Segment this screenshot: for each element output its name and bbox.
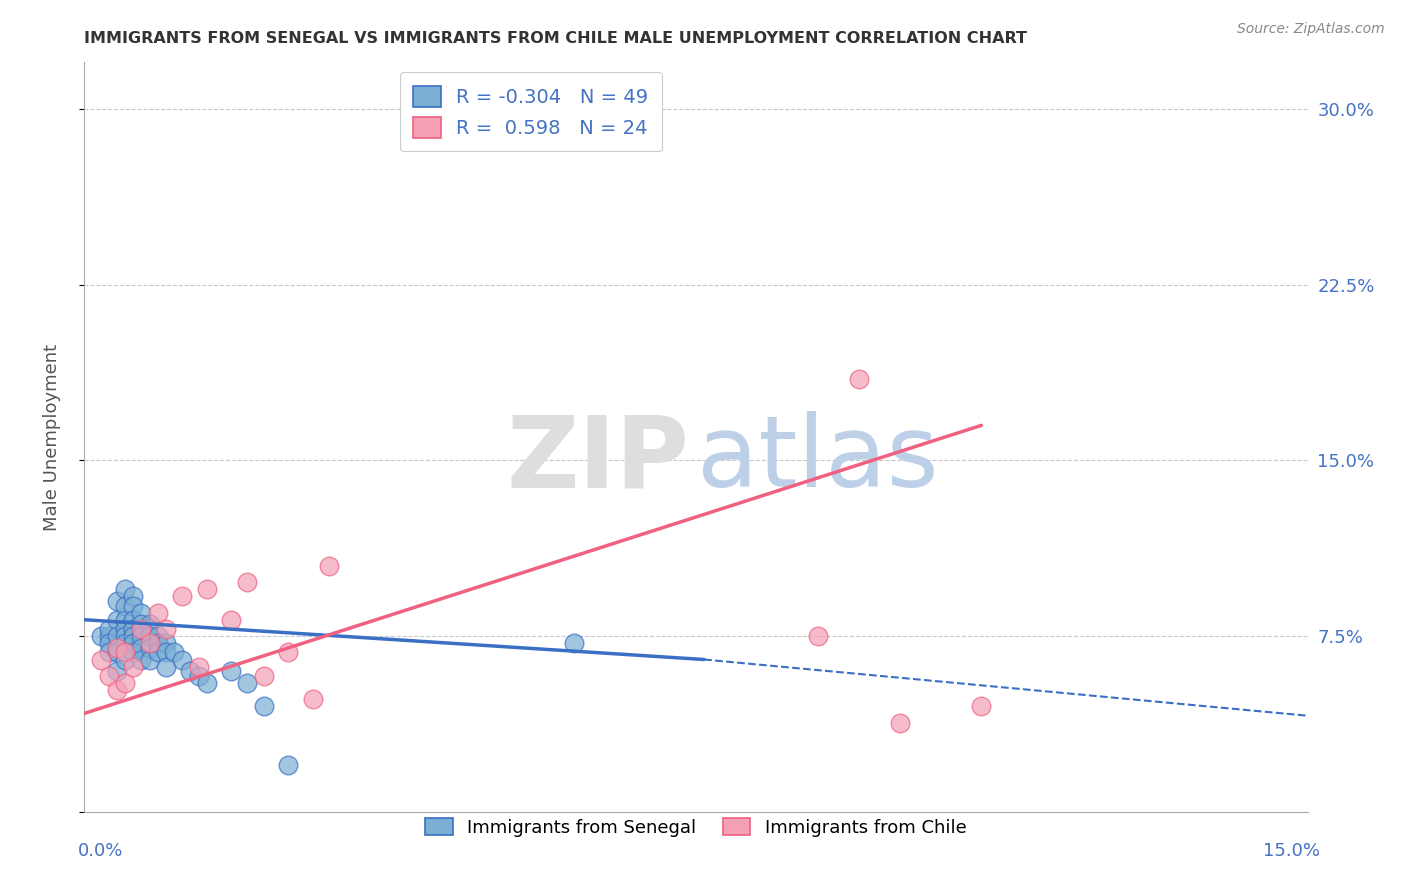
Point xyxy=(562,636,585,650)
Point xyxy=(195,582,218,597)
Text: Source: ZipAtlas.com: Source: ZipAtlas.com xyxy=(1237,22,1385,37)
Text: ZIP: ZIP xyxy=(506,411,689,508)
Point xyxy=(97,636,120,650)
Point xyxy=(236,575,259,590)
Point xyxy=(889,715,911,730)
Point xyxy=(105,640,128,655)
Point xyxy=(105,683,128,698)
Point xyxy=(253,669,276,683)
Point xyxy=(90,652,112,666)
Point xyxy=(219,613,242,627)
Point xyxy=(195,676,218,690)
Point xyxy=(187,669,209,683)
Point xyxy=(114,599,136,613)
Legend: Immigrants from Senegal, Immigrants from Chile: Immigrants from Senegal, Immigrants from… xyxy=(418,811,974,844)
Point xyxy=(114,676,136,690)
Point xyxy=(277,758,299,772)
Point xyxy=(179,664,201,679)
Point xyxy=(155,622,177,636)
Point xyxy=(114,613,136,627)
Point xyxy=(122,599,145,613)
Point xyxy=(146,606,169,620)
Point xyxy=(131,652,153,666)
Point xyxy=(122,646,145,660)
Point xyxy=(155,636,177,650)
Point xyxy=(105,594,128,608)
Point xyxy=(146,646,169,660)
Y-axis label: Male Unemployment: Male Unemployment xyxy=(42,343,60,531)
Point xyxy=(105,629,128,643)
Text: atlas: atlas xyxy=(697,411,939,508)
Point xyxy=(97,669,120,683)
Point xyxy=(138,636,160,650)
Point xyxy=(122,613,145,627)
Text: 15.0%: 15.0% xyxy=(1263,842,1320,860)
Point xyxy=(155,659,177,673)
Point xyxy=(318,558,340,573)
Point xyxy=(90,629,112,643)
Point xyxy=(155,646,177,660)
Point xyxy=(131,622,153,636)
Point xyxy=(146,629,169,643)
Point xyxy=(114,636,136,650)
Point xyxy=(97,646,120,660)
Point xyxy=(105,664,128,679)
Point xyxy=(122,590,145,604)
Point xyxy=(172,590,194,604)
Point xyxy=(105,646,128,660)
Point xyxy=(97,622,120,636)
Point xyxy=(970,699,993,714)
Point xyxy=(236,676,259,690)
Text: IMMIGRANTS FROM SENEGAL VS IMMIGRANTS FROM CHILE MALE UNEMPLOYMENT CORRELATION C: IMMIGRANTS FROM SENEGAL VS IMMIGRANTS FR… xyxy=(84,31,1028,46)
Point xyxy=(122,636,145,650)
Point xyxy=(138,640,160,655)
Point xyxy=(277,646,299,660)
Point xyxy=(172,652,194,666)
Point xyxy=(114,582,136,597)
Point xyxy=(131,640,153,655)
Point xyxy=(131,606,153,620)
Point xyxy=(105,613,128,627)
Point xyxy=(114,629,136,643)
Point xyxy=(114,646,136,660)
Point xyxy=(114,622,136,636)
Point xyxy=(848,371,870,385)
Point xyxy=(163,646,186,660)
Point xyxy=(219,664,242,679)
Point xyxy=(301,692,323,706)
Point xyxy=(146,636,169,650)
Point xyxy=(253,699,276,714)
Point xyxy=(122,629,145,643)
Point xyxy=(138,629,160,643)
Point xyxy=(138,652,160,666)
Point xyxy=(122,622,145,636)
Point xyxy=(131,617,153,632)
Point xyxy=(114,652,136,666)
Text: 0.0%: 0.0% xyxy=(79,842,124,860)
Point xyxy=(138,617,160,632)
Point xyxy=(807,629,830,643)
Point xyxy=(122,659,145,673)
Point xyxy=(97,629,120,643)
Point xyxy=(187,659,209,673)
Point xyxy=(131,629,153,643)
